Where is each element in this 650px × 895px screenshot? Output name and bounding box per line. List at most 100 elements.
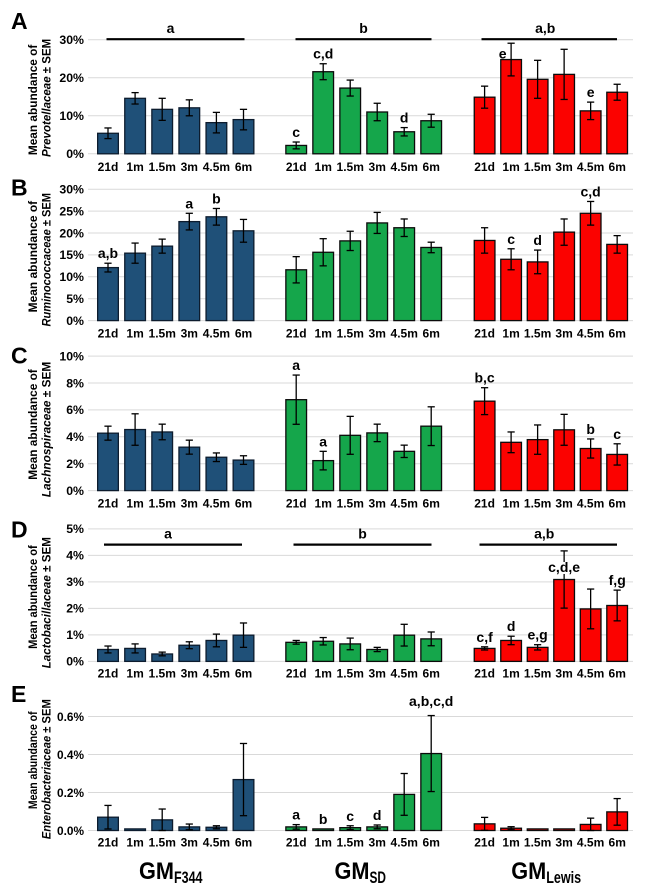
svg-text:D: D bbox=[11, 517, 28, 543]
svg-text:6m: 6m bbox=[423, 667, 440, 681]
svg-text:c,d: c,d bbox=[313, 46, 333, 62]
svg-text:6m: 6m bbox=[609, 835, 626, 849]
svg-text:GMSD: GMSD bbox=[335, 858, 387, 887]
svg-text:6m: 6m bbox=[235, 667, 252, 681]
svg-text:10%: 10% bbox=[59, 109, 84, 123]
svg-text:0.2%: 0.2% bbox=[57, 786, 84, 800]
svg-text:0%: 0% bbox=[66, 147, 84, 161]
svg-text:e: e bbox=[499, 46, 507, 62]
svg-text:3m: 3m bbox=[369, 327, 386, 341]
svg-text:3m: 3m bbox=[555, 667, 572, 681]
svg-text:Prevotellaceae ± SEM: Prevotellaceae ± SEM bbox=[40, 39, 54, 157]
svg-text:c: c bbox=[613, 426, 621, 442]
svg-text:6m: 6m bbox=[235, 327, 252, 341]
svg-text:3m: 3m bbox=[181, 667, 198, 681]
svg-text:4.5m: 4.5m bbox=[203, 160, 230, 174]
svg-text:1m: 1m bbox=[126, 667, 143, 681]
svg-text:2%: 2% bbox=[66, 602, 84, 616]
svg-text:6m: 6m bbox=[609, 160, 626, 174]
svg-text:6m: 6m bbox=[423, 327, 440, 341]
svg-text:1m: 1m bbox=[315, 327, 332, 341]
svg-text:20%: 20% bbox=[59, 226, 84, 240]
svg-text:4.5m: 4.5m bbox=[577, 497, 604, 511]
svg-text:4.5m: 4.5m bbox=[577, 835, 604, 849]
svg-text:1m: 1m bbox=[126, 835, 143, 849]
svg-text:A: A bbox=[11, 8, 28, 34]
svg-text:1m: 1m bbox=[502, 497, 519, 511]
svg-text:1m: 1m bbox=[315, 497, 332, 511]
svg-text:b: b bbox=[319, 811, 328, 827]
svg-text:5%: 5% bbox=[66, 522, 84, 536]
svg-text:b: b bbox=[586, 421, 595, 437]
svg-text:10%: 10% bbox=[59, 270, 84, 284]
svg-text:c,d: c,d bbox=[580, 184, 600, 200]
svg-text:1m: 1m bbox=[126, 160, 143, 174]
svg-text:21d: 21d bbox=[98, 160, 119, 174]
svg-text:1m: 1m bbox=[502, 667, 519, 681]
svg-text:Mean abundance of: Mean abundance of bbox=[26, 711, 40, 810]
svg-text:a: a bbox=[292, 807, 300, 823]
svg-text:3m: 3m bbox=[555, 327, 572, 341]
svg-text:d: d bbox=[533, 232, 542, 248]
svg-text:6m: 6m bbox=[423, 497, 440, 511]
svg-text:1.5m: 1.5m bbox=[524, 327, 551, 341]
svg-text:E: E bbox=[11, 681, 26, 707]
svg-text:21d: 21d bbox=[474, 327, 495, 341]
svg-text:a,b,c,d: a,b,c,d bbox=[409, 693, 453, 709]
svg-text:Enterobacteriaceae ± SEM: Enterobacteriaceae ± SEM bbox=[40, 699, 54, 839]
svg-text:a,b: a,b bbox=[98, 245, 118, 261]
svg-text:Mean abundance of: Mean abundance of bbox=[26, 200, 40, 312]
svg-text:B: B bbox=[11, 175, 28, 201]
svg-text:0%: 0% bbox=[66, 484, 84, 498]
svg-text:b,c: b,c bbox=[474, 370, 494, 386]
svg-text:1.5m: 1.5m bbox=[149, 160, 176, 174]
svg-text:3m: 3m bbox=[181, 160, 198, 174]
svg-text:1m: 1m bbox=[315, 160, 332, 174]
svg-text:4.5m: 4.5m bbox=[577, 160, 604, 174]
svg-text:4.5m: 4.5m bbox=[577, 327, 604, 341]
svg-text:4%: 4% bbox=[66, 430, 84, 444]
svg-text:4.5m: 4.5m bbox=[391, 497, 418, 511]
svg-text:30%: 30% bbox=[59, 183, 84, 197]
svg-text:1%: 1% bbox=[66, 628, 84, 642]
svg-text:1.5m: 1.5m bbox=[337, 667, 364, 681]
svg-text:4.5m: 4.5m bbox=[391, 835, 418, 849]
svg-text:10%: 10% bbox=[59, 349, 84, 363]
svg-text:3%: 3% bbox=[66, 575, 84, 589]
svg-text:1.5m: 1.5m bbox=[524, 497, 551, 511]
svg-text:4.5m: 4.5m bbox=[203, 327, 230, 341]
svg-text:1.5m: 1.5m bbox=[149, 835, 176, 849]
svg-text:6m: 6m bbox=[609, 497, 626, 511]
svg-text:3m: 3m bbox=[555, 497, 572, 511]
svg-text:d: d bbox=[507, 618, 516, 634]
svg-text:1.5m: 1.5m bbox=[149, 327, 176, 341]
svg-text:1.5m: 1.5m bbox=[524, 667, 551, 681]
svg-text:Mean abundance of: Mean abundance of bbox=[26, 544, 40, 648]
svg-text:3m: 3m bbox=[181, 835, 198, 849]
svg-text:6%: 6% bbox=[66, 403, 84, 417]
svg-text:8%: 8% bbox=[66, 376, 84, 390]
svg-text:1.5m: 1.5m bbox=[337, 497, 364, 511]
svg-text:e,g: e,g bbox=[527, 627, 547, 643]
svg-text:GMF344: GMF344 bbox=[139, 858, 203, 887]
svg-text:c,d,e: c,d,e bbox=[548, 559, 580, 575]
svg-text:a: a bbox=[319, 433, 327, 449]
svg-text:6m: 6m bbox=[235, 497, 252, 511]
svg-text:21d: 21d bbox=[474, 497, 495, 511]
svg-text:1m: 1m bbox=[315, 835, 332, 849]
svg-text:0.0%: 0.0% bbox=[57, 824, 84, 838]
svg-text:6m: 6m bbox=[235, 160, 252, 174]
svg-text:21d: 21d bbox=[98, 835, 119, 849]
svg-text:5%: 5% bbox=[66, 292, 84, 306]
svg-text:Lachnospiraceae ± SEM: Lachnospiraceae ± SEM bbox=[40, 362, 54, 497]
svg-text:e: e bbox=[587, 84, 595, 100]
svg-text:1.5m: 1.5m bbox=[149, 497, 176, 511]
svg-text:1.5m: 1.5m bbox=[524, 160, 551, 174]
svg-text:4.5m: 4.5m bbox=[203, 667, 230, 681]
svg-text:4.5m: 4.5m bbox=[203, 497, 230, 511]
svg-text:21d: 21d bbox=[98, 327, 119, 341]
svg-text:3m: 3m bbox=[555, 160, 572, 174]
svg-text:15%: 15% bbox=[59, 248, 84, 262]
svg-text:Lactobacillaceae ± SEM: Lactobacillaceae ± SEM bbox=[40, 537, 54, 668]
svg-text:a,b: a,b bbox=[534, 526, 554, 542]
